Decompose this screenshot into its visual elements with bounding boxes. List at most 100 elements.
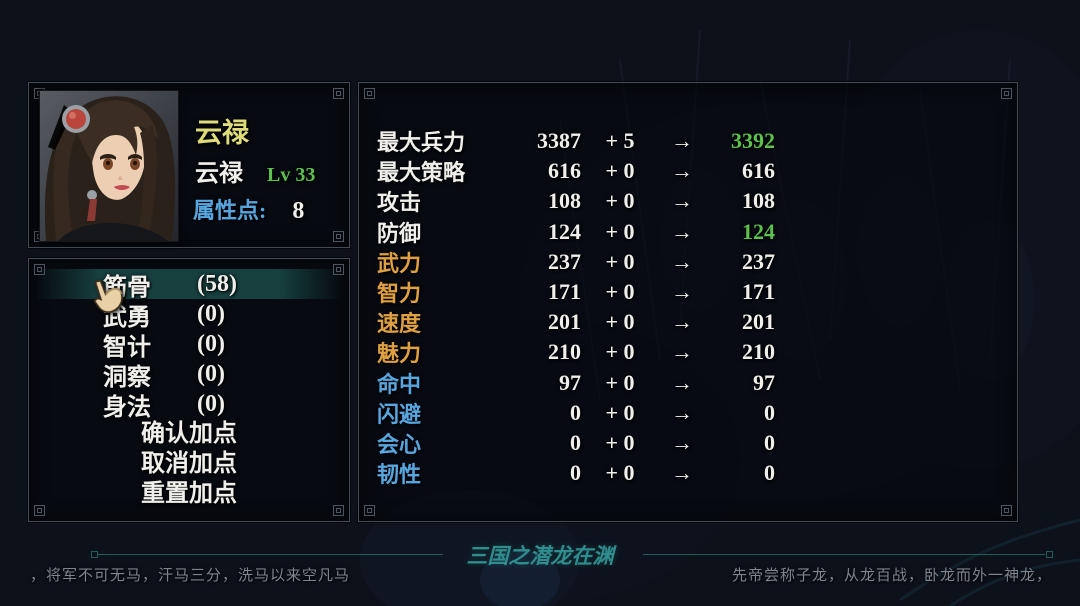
allocation-value: (0) bbox=[197, 330, 225, 357]
stat-base-value: 3387 bbox=[537, 128, 581, 154]
stat-result-value: 0 bbox=[764, 429, 775, 455]
arrow-right-icon: → bbox=[671, 369, 693, 395]
character-name: 云禄 bbox=[195, 118, 249, 148]
attribute-points-label: 属性点: bbox=[193, 198, 267, 223]
arrow-right-icon: → bbox=[671, 158, 693, 184]
corner-ornament-icon bbox=[333, 505, 344, 516]
stat-row-speed: 速度 201 + 0 → 201 bbox=[359, 307, 1017, 337]
arrow-right-icon: → bbox=[671, 279, 693, 305]
character-portrait bbox=[39, 90, 179, 242]
stat-delta-value: + 0 bbox=[605, 158, 635, 184]
stat-delta-value: + 0 bbox=[605, 309, 635, 335]
stat-label: 会心 bbox=[377, 431, 422, 457]
footer-flavor-text-left: ，将军不可无马，汗马三分，洗马以来空凡马 bbox=[30, 568, 351, 584]
allocation-row-dongcha[interactable]: 洞察 (0) bbox=[29, 359, 349, 391]
stat-label: 武力 bbox=[377, 250, 422, 276]
corner-ornament-icon bbox=[1001, 88, 1012, 99]
allocation-value: (0) bbox=[197, 360, 225, 387]
stat-base-value: 171 bbox=[548, 279, 581, 305]
allocation-row-jingu[interactable]: 筋骨 (58) bbox=[29, 269, 349, 301]
corner-ornament-icon bbox=[364, 505, 375, 516]
stat-result-value: 616 bbox=[742, 158, 775, 184]
footer-divider-square-icon bbox=[1046, 551, 1053, 558]
character-level: Lv 33 bbox=[267, 164, 316, 186]
stat-result-value: 108 bbox=[742, 188, 775, 214]
confirm-points-button[interactable]: 确认加点 bbox=[141, 421, 237, 447]
stat-label: 命中 bbox=[377, 371, 422, 397]
stat-row-defense: 防御 124 + 0 → 124 bbox=[359, 217, 1017, 247]
arrow-right-icon: → bbox=[671, 218, 693, 244]
stat-base-value: 108 bbox=[548, 188, 581, 214]
corner-ornament-icon bbox=[364, 88, 375, 99]
reset-points-button[interactable]: 重置加点 bbox=[141, 481, 237, 507]
stat-row-dodge: 闪避 0 + 0 → 0 bbox=[359, 398, 1017, 428]
arrow-right-icon: → bbox=[671, 188, 693, 214]
stat-label: 防御 bbox=[377, 220, 422, 246]
stat-label: 闪避 bbox=[377, 401, 422, 427]
footer-divider-right bbox=[643, 554, 1045, 555]
allocation-value: (58) bbox=[197, 270, 237, 297]
allocation-row-wuyong[interactable]: 武勇 (0) bbox=[29, 299, 349, 331]
arrow-right-icon: → bbox=[671, 460, 693, 486]
stat-row-strength: 武力 237 + 0 → 237 bbox=[359, 247, 1017, 277]
attribute-allocation-panel: 筋骨 (58) 武勇 (0) 智计 (0) 洞察 (0) 身法 (0) 确认加点… bbox=[28, 258, 350, 522]
stat-result-value: 124 bbox=[742, 218, 775, 244]
stat-label: 智力 bbox=[377, 281, 422, 307]
stat-base-value: 0 bbox=[570, 429, 581, 455]
corner-ornament-icon bbox=[333, 231, 344, 242]
stat-base-value: 210 bbox=[548, 339, 581, 365]
arrow-right-icon: → bbox=[671, 128, 693, 154]
stat-label: 最大兵力 bbox=[377, 130, 466, 156]
stat-row-crit: 会心 0 + 0 → 0 bbox=[359, 428, 1017, 458]
arrow-right-icon: → bbox=[671, 309, 693, 335]
allocation-value: (0) bbox=[197, 390, 225, 417]
stat-result-value: 3392 bbox=[731, 128, 775, 154]
arrow-right-icon: → bbox=[671, 339, 693, 365]
stat-result-value: 201 bbox=[742, 309, 775, 335]
footer-flavor-text-right: 先帝尝称子龙，从龙百战，卧龙而外一神龙， bbox=[731, 568, 1052, 584]
stat-delta-value: + 5 bbox=[605, 128, 635, 154]
stat-result-value: 0 bbox=[764, 460, 775, 486]
cancel-points-button[interactable]: 取消加点 bbox=[141, 451, 237, 477]
hand-cursor-icon bbox=[93, 279, 123, 313]
stat-label: 韧性 bbox=[377, 462, 422, 488]
stat-base-value: 0 bbox=[570, 399, 581, 425]
arrow-right-icon: → bbox=[671, 429, 693, 455]
character-name-small: 云禄 bbox=[195, 161, 243, 187]
stat-base-value: 616 bbox=[548, 158, 581, 184]
allocation-row-zhiji[interactable]: 智计 (0) bbox=[29, 329, 349, 361]
stat-delta-value: + 0 bbox=[605, 339, 635, 365]
stat-row-intelligence: 智力 171 + 0 → 171 bbox=[359, 277, 1017, 307]
allocation-label: 身法 bbox=[103, 394, 151, 421]
corner-ornament-icon bbox=[333, 88, 344, 99]
allocation-value: (0) bbox=[197, 300, 225, 327]
stat-row-charm: 魅力 210 + 0 → 210 bbox=[359, 337, 1017, 367]
stat-delta-value: + 0 bbox=[605, 369, 635, 395]
arrow-right-icon: → bbox=[671, 399, 693, 425]
stat-result-value: 171 bbox=[742, 279, 775, 305]
stat-row-max-troops: 最大兵力 3387 + 5 → 3392 bbox=[359, 126, 1017, 156]
allocation-label: 洞察 bbox=[103, 364, 151, 391]
attribute-points-value: 8 bbox=[292, 198, 305, 224]
stat-base-value: 201 bbox=[548, 309, 581, 335]
stat-label: 魅力 bbox=[377, 341, 422, 367]
character-info-panel: 云禄 云禄 Lv 33 属性点: 8 bbox=[28, 82, 350, 248]
allocation-row-shenfa[interactable]: 身法 (0) bbox=[29, 389, 349, 421]
stat-label: 攻击 bbox=[377, 190, 422, 216]
corner-ornament-icon bbox=[34, 505, 45, 516]
arrow-right-icon: → bbox=[671, 248, 693, 274]
stat-delta-value: + 0 bbox=[605, 399, 635, 425]
stat-result-value: 210 bbox=[742, 339, 775, 365]
corner-ornament-icon bbox=[1001, 505, 1012, 516]
stat-delta-value: + 0 bbox=[605, 429, 635, 455]
footer-divider-square-icon bbox=[91, 551, 98, 558]
stats-panel: 最大兵力 3387 + 5 → 3392 最大策略 616 + 0 → 616 … bbox=[358, 82, 1018, 522]
stat-label: 最大策略 bbox=[377, 160, 466, 186]
stat-delta-value: + 0 bbox=[605, 218, 635, 244]
stat-delta-value: + 0 bbox=[605, 460, 635, 486]
footer-divider-left bbox=[98, 554, 443, 555]
allocation-label: 智计 bbox=[103, 334, 151, 361]
stat-delta-value: + 0 bbox=[605, 188, 635, 214]
stat-base-value: 97 bbox=[559, 369, 581, 395]
